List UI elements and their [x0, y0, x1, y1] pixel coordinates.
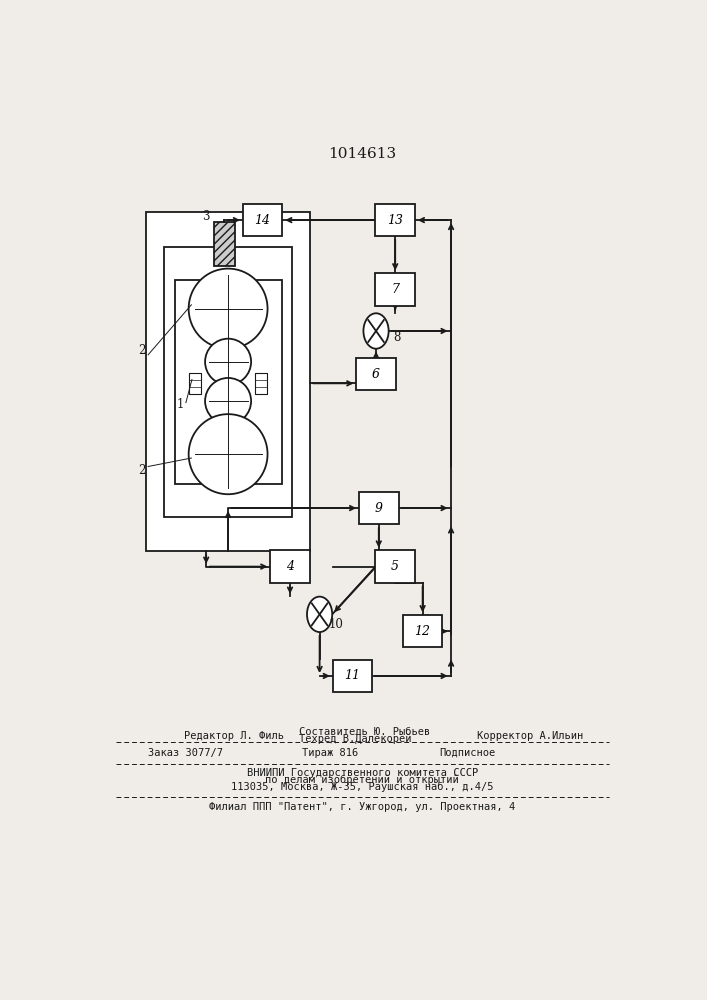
- Text: Филиал ППП "Патент", г. Ужгород, ул. Проектная, 4: Филиал ППП "Патент", г. Ужгород, ул. Про…: [209, 802, 515, 812]
- Bar: [255, 373, 267, 394]
- Text: 10: 10: [328, 618, 343, 631]
- Text: 2: 2: [138, 464, 145, 477]
- Text: 4: 4: [286, 560, 294, 573]
- Text: Редактор Л. Филь: Редактор Л. Филь: [185, 731, 284, 741]
- Text: 12: 12: [414, 625, 431, 638]
- Bar: [375, 550, 415, 583]
- Text: 11: 11: [344, 669, 361, 682]
- Text: Тираж 816: Тираж 816: [302, 748, 358, 758]
- Text: 7: 7: [391, 283, 399, 296]
- Ellipse shape: [189, 269, 267, 349]
- Text: 1014613: 1014613: [328, 147, 397, 161]
- Bar: [375, 273, 415, 306]
- Bar: [270, 550, 310, 583]
- Text: по делам изобретений и открытий: по делам изобретений и открытий: [265, 775, 460, 785]
- Bar: [375, 204, 415, 236]
- Text: 3: 3: [202, 210, 210, 223]
- Bar: [164, 247, 293, 517]
- Ellipse shape: [189, 414, 267, 494]
- Bar: [146, 212, 310, 551]
- Text: 113035, Москва, Ж-35, Раушская наб., д.4/5: 113035, Москва, Ж-35, Раушская наб., д.4…: [231, 782, 493, 792]
- Text: Подписное: Подписное: [439, 748, 496, 758]
- Text: Заказ 3077/7: Заказ 3077/7: [148, 748, 223, 758]
- Circle shape: [363, 313, 389, 349]
- Bar: [189, 373, 201, 394]
- Text: 8: 8: [394, 331, 401, 344]
- Text: 14: 14: [255, 214, 271, 227]
- Text: 2: 2: [138, 344, 145, 358]
- Text: 6: 6: [372, 368, 380, 381]
- Bar: [243, 204, 282, 236]
- Text: 5: 5: [391, 560, 399, 573]
- Bar: [403, 615, 443, 647]
- Bar: [333, 660, 372, 692]
- Text: 1: 1: [177, 398, 184, 411]
- Bar: [175, 280, 281, 484]
- Text: 9: 9: [375, 502, 382, 515]
- Bar: [214, 222, 235, 266]
- Text: ВНИИПИ Государственного комитета СССР: ВНИИПИ Государственного комитета СССР: [247, 768, 478, 778]
- Bar: [359, 492, 399, 524]
- Text: 13: 13: [387, 214, 403, 227]
- Ellipse shape: [205, 378, 251, 424]
- Text: Составитель Ю. Рыбьев: Составитель Ю. Рыбьев: [299, 727, 431, 737]
- Bar: [356, 358, 396, 390]
- Circle shape: [307, 597, 332, 632]
- Ellipse shape: [205, 339, 251, 385]
- Text: Техред В.Далекорей: Техред В.Далекорей: [299, 734, 411, 744]
- Text: Корректор А.Ильин: Корректор А.Ильин: [477, 731, 584, 741]
